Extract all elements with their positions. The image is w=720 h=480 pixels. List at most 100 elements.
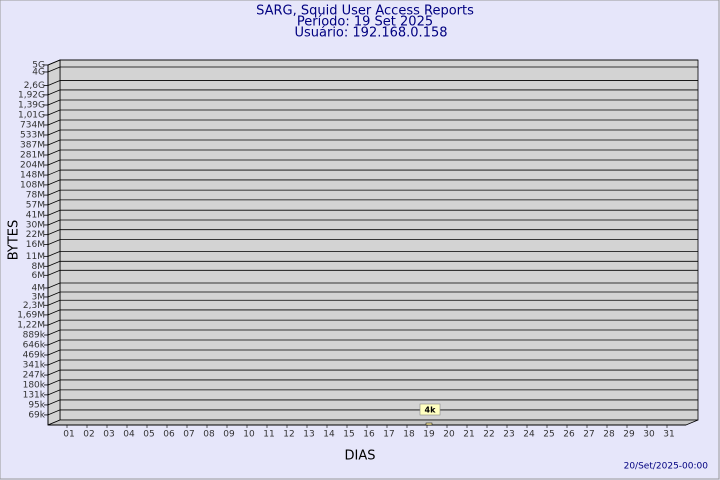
x-axis-label: DIAS (345, 449, 376, 464)
grid-line (47, 149, 61, 156)
grid-line (47, 80, 61, 86)
y-tick-label: 3M (32, 292, 46, 302)
grid-line (47, 189, 61, 196)
x-tick-label: 11 (263, 430, 274, 440)
x-tick-label: 30 (643, 430, 655, 440)
x-tick-label: 13 (303, 430, 314, 440)
x-tick-label: 19 (423, 430, 435, 440)
grid-line (47, 299, 61, 306)
grid-line (47, 139, 61, 146)
grid-line (47, 269, 61, 276)
y-tick-label: 281M (20, 151, 45, 161)
chart-user: Usuário: 192.168.0.158 (294, 26, 447, 41)
x-tick-label: 18 (403, 430, 415, 440)
y-tick-label: 78M (26, 191, 45, 201)
y-tick-label: 6M (32, 271, 46, 281)
y-tick-label: 180k (23, 380, 46, 390)
grid-line (47, 89, 61, 96)
y-tick-label: 1,39G (18, 101, 45, 111)
grid-line (47, 369, 61, 376)
grid-line (47, 129, 61, 136)
grid-line (47, 282, 61, 289)
x-tick-label: 23 (503, 430, 514, 440)
y-axis-label: BYTES (7, 220, 22, 261)
grid-line (47, 359, 61, 366)
x-tick-label: 24 (523, 430, 535, 440)
x-tick-label: 20 (443, 430, 455, 440)
grid-line (47, 399, 61, 406)
x-tick-label: 06 (163, 430, 175, 440)
grid-line (47, 379, 61, 386)
x-tick-label: 07 (183, 430, 194, 440)
x-tick-label: 22 (483, 430, 494, 440)
x-tick-label: 12 (283, 430, 294, 440)
y-tick-label: 95k (28, 400, 45, 410)
grid-line (47, 239, 61, 245)
y-tick-label: 469k (23, 351, 46, 361)
x-tick-label: 15 (343, 430, 354, 440)
y-tick-label: 2,6G (24, 81, 45, 91)
value-label: 4k (425, 406, 437, 415)
y-tick-label: 57M (26, 200, 45, 210)
y-tick-label: 341k (23, 360, 46, 370)
grid-line (47, 309, 61, 316)
grid-line (47, 209, 61, 216)
grid-line (47, 66, 61, 73)
x-tick-label: 10 (243, 430, 255, 440)
grid-line (47, 339, 61, 346)
value-label-box (419, 403, 441, 416)
y-tick-label: 734M (20, 120, 45, 130)
bar (425, 422, 433, 426)
chart-subtitle: Período: 19 Set 2025 (297, 15, 433, 30)
x-tick-label: 05 (143, 430, 154, 440)
x-tick-label: 04 (123, 430, 135, 440)
y-tick-label: 41M (26, 211, 45, 221)
y-tick-label: 4G (32, 67, 45, 77)
y-tick-label: 8M (32, 262, 46, 272)
grid-line (47, 250, 61, 257)
grid-line (47, 159, 61, 166)
y-tick-label: 1,22M (17, 321, 45, 331)
chart-title: SARG, Squid User Access Reports (256, 4, 474, 19)
y-tick-label: 22M (26, 230, 45, 240)
y-tick-label: 387M (20, 141, 45, 151)
x-tick-label: 27 (583, 430, 594, 440)
y-tick-label: 4M (32, 283, 46, 293)
grid-line (47, 119, 61, 126)
grid-line (47, 59, 61, 66)
x-tick-label: 28 (603, 430, 615, 440)
x-tick-label: 31 (663, 430, 674, 440)
x-tick-label: 03 (103, 430, 114, 440)
footer: 20/Set/2025-00:00 (624, 462, 709, 472)
y-tick-label: 1,69M (17, 310, 45, 320)
x-tick-label: 21 (463, 430, 474, 440)
y-tick-label: 5G (32, 61, 45, 71)
y-tick-label: 69k (28, 410, 45, 420)
x-tick-label: 25 (543, 430, 554, 440)
grid-line (47, 291, 61, 298)
grid-line (47, 329, 61, 336)
y-tick-label: 30M (26, 220, 45, 230)
y-tick-label: 11M (26, 252, 45, 262)
x-tick-label: 26 (563, 430, 575, 440)
y-tick-label: 108M (20, 180, 45, 190)
y-tick-label: 148M (20, 171, 45, 181)
x-tick-label: 17 (383, 430, 394, 440)
grid-line (47, 99, 61, 106)
x-tick-label: 01 (63, 430, 74, 440)
floor (47, 419, 699, 426)
grid-line (47, 219, 61, 226)
y-tick-label: 1,01G (18, 111, 45, 121)
y-tick-label: 1,92G (18, 90, 45, 100)
x-tick-label: 16 (363, 430, 375, 440)
x-tick-label: 29 (623, 430, 635, 440)
y-tick-label: 204M (20, 161, 45, 171)
x-tick-label: 08 (203, 430, 215, 440)
grid-line (47, 260, 61, 267)
y-tick-label: 131k (23, 390, 46, 400)
x-tick-label: 09 (223, 430, 235, 440)
x-tick-label: 14 (323, 430, 335, 440)
grid-line (47, 409, 61, 416)
grid-line (47, 319, 61, 326)
